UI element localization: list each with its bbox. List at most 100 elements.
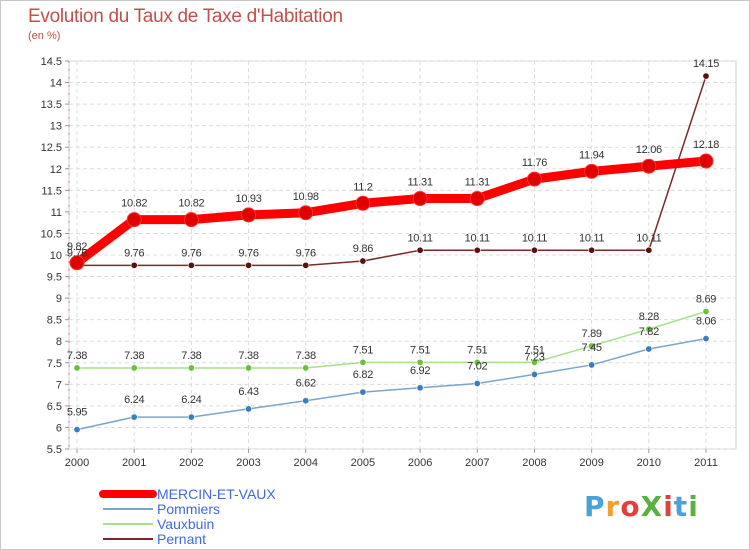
- data-point: [245, 364, 253, 372]
- data-point: [130, 261, 138, 269]
- x-tick-label: 2008: [522, 457, 546, 469]
- data-label: 10.82: [178, 198, 204, 210]
- y-tick-label: 11: [51, 207, 62, 219]
- data-point: [187, 261, 195, 269]
- data-label: 11.31: [407, 177, 432, 189]
- y-tick-label: 6: [56, 422, 62, 434]
- data-label: 7.51: [467, 344, 487, 356]
- data-label: 14.15: [693, 58, 719, 70]
- data-label: 10.11: [636, 232, 661, 244]
- data-point: [473, 379, 481, 387]
- x-tick-label: 2004: [293, 457, 317, 469]
- series-line-pernant: [76, 75, 707, 267]
- logo-letter: i: [688, 490, 699, 523]
- x-tick-label: 2003: [236, 457, 260, 469]
- data-label: 9.76: [67, 247, 87, 259]
- x-tick-label: 2010: [637, 457, 661, 469]
- series-line-mercin-et-vaux: [72, 156, 711, 268]
- data-point: [245, 261, 253, 269]
- data-point: [73, 364, 81, 372]
- data-label: 8.69: [696, 293, 716, 305]
- data-label: 10.11: [579, 232, 604, 244]
- x-tick-label: 2006: [408, 457, 432, 469]
- data-label: 7.51: [353, 344, 373, 356]
- series-line-pommiers: [76, 337, 707, 431]
- data-point: [473, 246, 481, 254]
- data-point: [416, 384, 424, 392]
- logo-letter: r: [605, 490, 621, 523]
- data-label: 9.76: [124, 247, 144, 259]
- data-label: 7.38: [67, 350, 87, 362]
- data-label: 9.76: [296, 247, 316, 259]
- data-label: 9.76: [238, 247, 258, 259]
- data-point: [302, 397, 310, 405]
- y-tick-label: 13: [50, 121, 62, 133]
- data-point: [702, 307, 710, 315]
- data-point: [588, 246, 596, 254]
- y-tick-label: 6.5: [47, 401, 62, 413]
- data-label: 7.02: [467, 360, 487, 372]
- data-label: 7.89: [582, 328, 602, 340]
- data-point: [702, 72, 710, 80]
- data-label: 10.11: [407, 232, 432, 244]
- legend-label: Pommiers: [157, 501, 220, 517]
- data-point: [584, 163, 600, 179]
- y-tick-label: 12.5: [41, 142, 62, 154]
- data-label: 7.23: [524, 351, 544, 363]
- data-label: 6.24: [181, 394, 201, 406]
- data-label: 11.2: [353, 181, 373, 193]
- data-point: [359, 388, 367, 396]
- data-label: 12.06: [636, 144, 662, 156]
- data-label: 10.98: [293, 191, 319, 203]
- legend-label: Pernant: [157, 531, 206, 547]
- data-label: 7.38: [238, 350, 258, 362]
- data-point: [241, 207, 257, 223]
- data-label: 9.86: [353, 243, 373, 255]
- data-point: [69, 255, 85, 271]
- data-label: 6.82: [353, 369, 373, 381]
- data-point: [126, 212, 142, 228]
- data-label: 7.38: [181, 350, 201, 362]
- data-label: 8.06: [696, 316, 716, 328]
- data-point: [302, 364, 310, 372]
- data-point: [641, 158, 657, 174]
- data-label: 7.45: [582, 342, 602, 354]
- data-label: 6.24: [124, 394, 144, 406]
- x-tick-label: 2011: [694, 457, 718, 469]
- data-point: [588, 342, 596, 350]
- y-tick-label: 14.5: [41, 56, 62, 68]
- data-label: 9.76: [181, 247, 201, 259]
- data-point: [588, 361, 596, 369]
- data-point: [412, 191, 428, 207]
- y-tick-label: 12: [50, 164, 62, 176]
- data-label: 6.43: [238, 386, 258, 398]
- data-point: [130, 413, 138, 421]
- data-point: [645, 246, 653, 254]
- data-point: [530, 370, 538, 378]
- data-point: [187, 413, 195, 421]
- data-point: [359, 257, 367, 265]
- y-tick-label: 7.5: [47, 358, 62, 370]
- y-tick-label: 9.5: [47, 272, 62, 284]
- y-tick-label: 11.5: [41, 185, 62, 197]
- data-label: 7.38: [124, 350, 144, 362]
- data-point: [183, 212, 199, 228]
- data-label: 10.11: [465, 232, 490, 244]
- data-label: 7.82: [639, 326, 659, 338]
- y-tick-label: 8: [56, 336, 62, 348]
- data-point: [645, 325, 653, 333]
- y-tick-label: 9: [56, 293, 62, 305]
- data-label: 8.28: [639, 311, 659, 323]
- data-label: 9.82: [67, 241, 87, 253]
- data-label: 10.93: [236, 193, 262, 205]
- data-label: 6.62: [296, 378, 316, 390]
- data-point: [530, 358, 538, 366]
- data-label: 12.18: [693, 139, 719, 151]
- data-point: [298, 205, 314, 221]
- logo-letter: X: [640, 490, 664, 523]
- y-tick-label: 8.5: [47, 315, 62, 327]
- x-tick-label: 2007: [465, 457, 489, 469]
- legend-label: MERCIN-ET-VAUX: [157, 486, 276, 502]
- logo-letter: o: [620, 490, 641, 523]
